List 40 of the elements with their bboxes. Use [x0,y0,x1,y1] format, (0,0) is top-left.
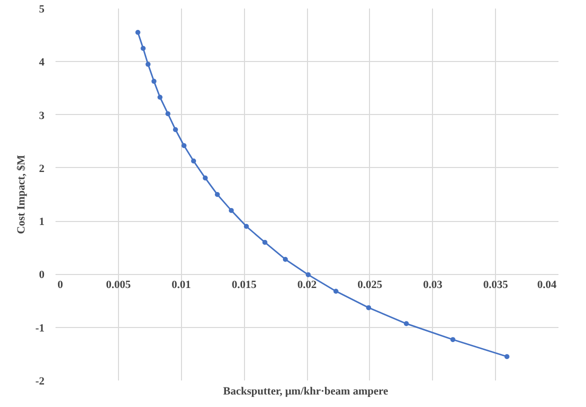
x-tick-label: 0 [58,279,64,292]
point [404,321,409,326]
point [282,256,288,262]
y-tick-label: 5 [39,4,45,16]
x-tick-label: 0.04 [537,279,557,292]
point [262,240,268,245]
point [450,337,456,342]
point [146,62,151,67]
point [202,176,208,181]
point [135,30,140,35]
point [182,143,187,148]
x-tick-label: 0.025 [358,279,383,292]
point [165,111,170,116]
point [140,46,146,51]
y-tick-label: 0 [39,269,45,282]
y-tick-label: -2 [35,376,45,388]
y-tick-label: 2 [39,162,45,175]
point [228,208,234,213]
point [333,288,338,294]
point [191,158,196,164]
point [151,78,156,84]
point [244,224,249,229]
x-tick-label: 0.005 [106,279,132,292]
x-tick-label: 0.015 [232,279,257,292]
x-tick-label: 0.03 [423,279,443,292]
x-axis-title: Backsputter, µm/khr·beam ampere [223,386,388,398]
y-tick-label: 4 [39,56,45,69]
point [214,192,220,197]
point [306,272,311,278]
x-tick-label: 0.01 [172,279,191,292]
point [366,305,372,310]
x-tick-label: 0.02 [297,279,318,292]
point [172,127,178,132]
y-tick-label: 3 [39,110,45,122]
point [504,354,510,360]
x-tick-label: 0.035 [483,279,508,292]
y-tick-label: 1 [39,216,44,228]
point [158,94,162,100]
y-tick-label: -1 [35,322,45,334]
y-axis-title: Cost Impact, $M [15,154,28,234]
